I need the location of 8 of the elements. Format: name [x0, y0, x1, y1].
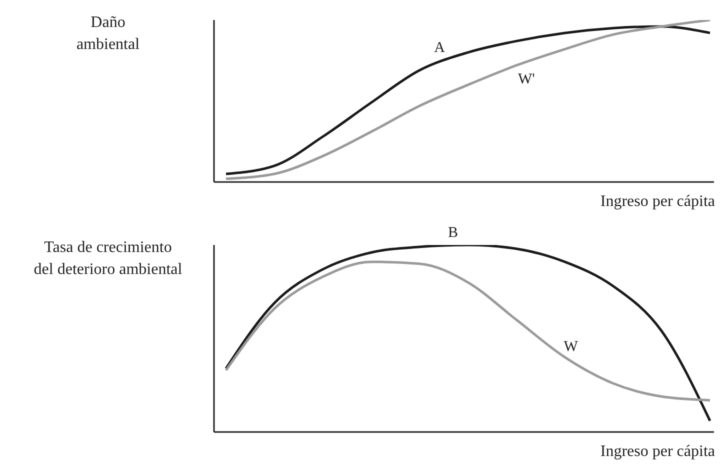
series-label: B — [448, 225, 458, 241]
series-label: W — [564, 339, 579, 356]
series-label: A — [434, 40, 446, 56]
x-axis-title: Ingreso per cápita — [600, 443, 715, 461]
y-axis-title: Tasa de crecimiento del deterioro ambiental — [33, 238, 183, 280]
y-axis-title: Daño ambiental — [75, 13, 141, 55]
series-label: W' — [518, 71, 536, 88]
x-axis-title: Ingreso per cápita — [600, 193, 715, 211]
